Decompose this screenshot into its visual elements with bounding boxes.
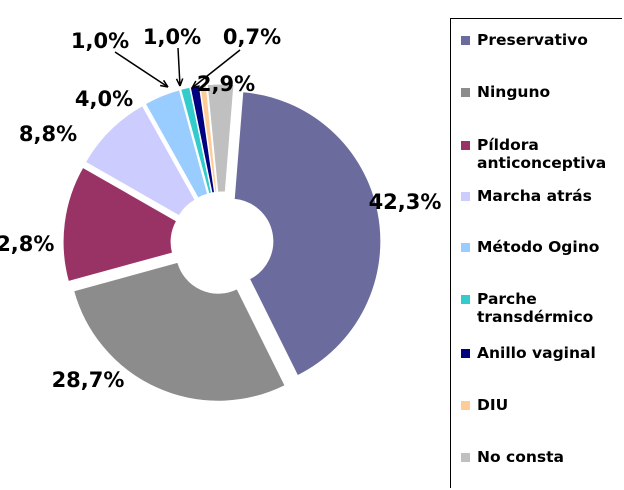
legend-swatch bbox=[461, 243, 470, 252]
legend-swatch bbox=[461, 36, 470, 45]
data-label: 1,0% bbox=[143, 25, 201, 49]
legend-item: Preservativo bbox=[461, 31, 616, 49]
pie-slice bbox=[144, 89, 209, 199]
legend-item: Método Ogino bbox=[461, 238, 616, 256]
legend-swatch bbox=[461, 401, 470, 410]
label-arrow bbox=[191, 49, 241, 89]
pie-slice bbox=[180, 86, 213, 195]
pie-slice bbox=[84, 105, 196, 217]
data-label: 1,0% bbox=[71, 29, 129, 53]
legend-item: Parche transdérmico bbox=[461, 290, 616, 326]
legend-label: Marcha atrás bbox=[477, 187, 592, 205]
legend-item: Anillo vaginal bbox=[461, 344, 616, 362]
legend-label: Método Ogino bbox=[477, 238, 600, 256]
data-label: 0,7% bbox=[223, 25, 281, 49]
data-label: 42,3% bbox=[369, 190, 442, 214]
legend-swatch bbox=[461, 141, 470, 150]
pie-slice bbox=[73, 261, 286, 402]
legend-label: DIU bbox=[477, 396, 509, 414]
legend-swatch bbox=[461, 453, 470, 462]
legend-label: Píldora anticonceptiva bbox=[477, 136, 607, 172]
legend-label: Ninguno bbox=[477, 83, 551, 101]
label-arrow bbox=[114, 51, 169, 88]
legend-item: DIU bbox=[461, 396, 616, 414]
arrow-head bbox=[159, 79, 169, 88]
legend-swatch bbox=[461, 295, 470, 304]
legend-item: Píldora anticonceptiva bbox=[461, 136, 616, 172]
legend-item: Marcha atrás bbox=[461, 187, 616, 205]
legend-swatch bbox=[461, 192, 470, 201]
pie-hole bbox=[180, 201, 264, 285]
pie-slice bbox=[199, 84, 218, 194]
legend-swatch bbox=[461, 349, 470, 358]
data-label: 8,8% bbox=[19, 122, 77, 146]
legend-swatch bbox=[461, 88, 470, 97]
data-label: 28,7% bbox=[52, 368, 125, 392]
arrow-head bbox=[191, 80, 200, 89]
legend-label: No consta bbox=[477, 448, 564, 466]
legend-label: Preservativo bbox=[477, 31, 588, 49]
legend-label: Parche transdérmico bbox=[477, 290, 594, 326]
pie-slice bbox=[233, 91, 382, 377]
pie-slice bbox=[206, 83, 235, 193]
pie-slice bbox=[62, 166, 178, 283]
arrow-head bbox=[175, 78, 184, 87]
legend-item: Ninguno bbox=[461, 83, 616, 101]
data-label: 2,9% bbox=[197, 72, 255, 96]
data-label: 4,0% bbox=[75, 87, 133, 111]
legend: Preservativo Ninguno Píldora anticonceptiv… bbox=[450, 18, 622, 488]
data-label: 12,8% bbox=[0, 232, 54, 256]
legend-item: No consta bbox=[461, 448, 616, 466]
label-arrow bbox=[177, 47, 181, 87]
legend-label: Anillo vaginal bbox=[477, 344, 596, 362]
pie-area: 42,3% 28,7% 12,8% 8,8% 4,0% 1,0% 1,0% 0,7% 2,9% bbox=[0, 25, 442, 402]
